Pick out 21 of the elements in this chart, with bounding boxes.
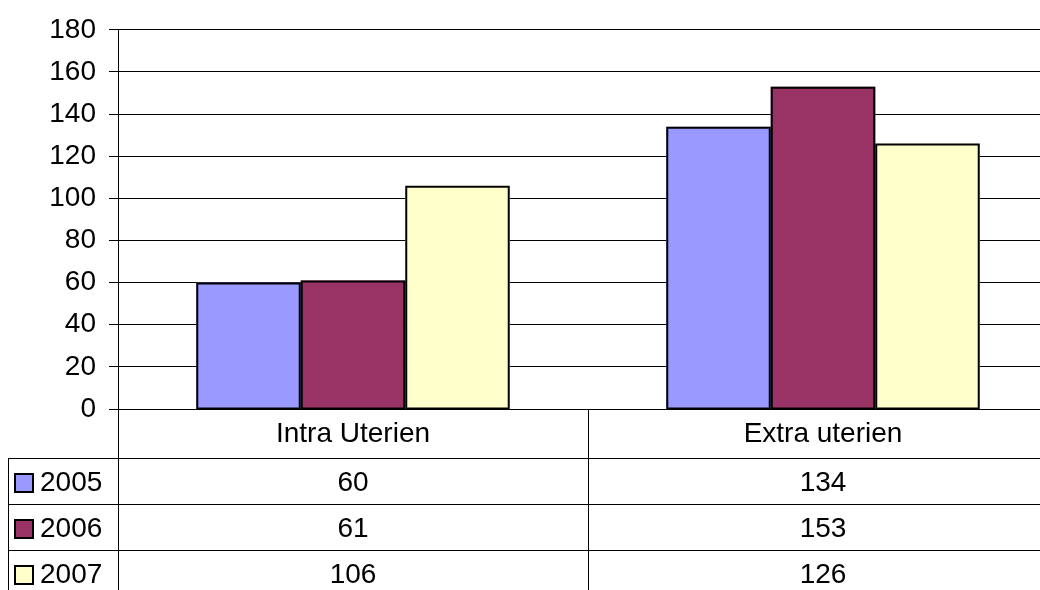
data-label: 61: [337, 511, 369, 543]
data-label: 126: [799, 557, 847, 589]
data-label: 106: [329, 557, 377, 589]
legend-label: 2006: [40, 511, 103, 543]
y-tick-label: 180: [49, 12, 96, 44]
y-tick-label: 160: [49, 54, 96, 86]
data-label: 60: [337, 465, 369, 497]
legend-label: 2007: [40, 557, 103, 589]
y-tick-label: 80: [64, 223, 96, 255]
y-tick-label: 0: [80, 391, 96, 423]
y-tick-label: 140: [49, 96, 96, 128]
y-tick-label: 120: [49, 138, 96, 170]
x-tick-label: Extra uterien: [743, 417, 903, 449]
legend-label: 2005: [40, 465, 103, 497]
y-tick-label: 60: [64, 265, 96, 297]
y-tick-label: 100: [49, 181, 96, 213]
x-tick-label: Intra Uterien: [275, 417, 431, 449]
y-tick-label: 20: [64, 349, 96, 381]
data-label: 134: [799, 465, 847, 497]
data-label: 153: [799, 511, 847, 543]
y-tick-label: 40: [64, 307, 96, 339]
